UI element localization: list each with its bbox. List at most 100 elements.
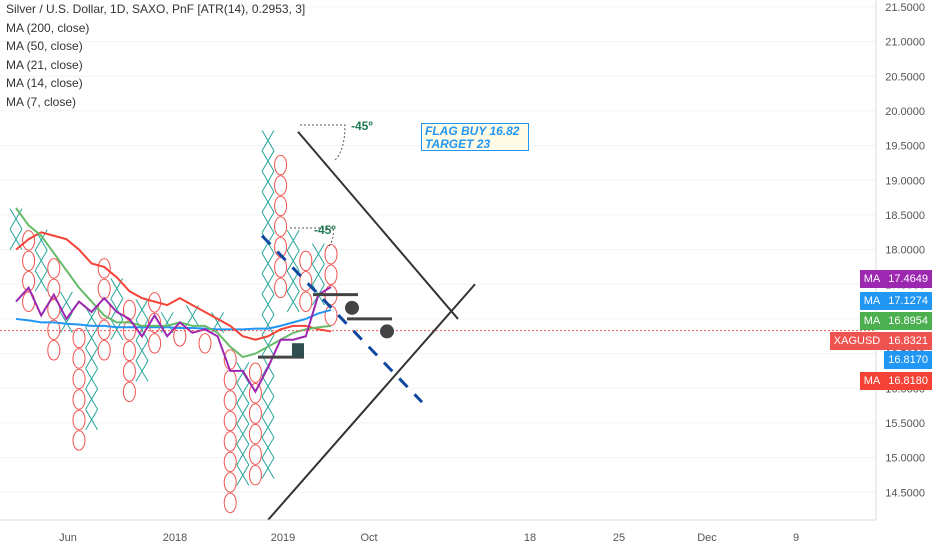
pnf-x-box xyxy=(261,130,275,152)
pnf-o-box xyxy=(122,381,136,403)
pnf-column xyxy=(198,333,212,354)
pnf-o-box xyxy=(274,216,288,237)
x-tick-label: 25 xyxy=(613,532,625,544)
pnf-x-box xyxy=(34,270,48,292)
pnf-x-box xyxy=(236,382,250,404)
trade-annotation[interactable]: FLAG BUY 16.82 TARGET 23 xyxy=(421,123,529,151)
pnf-o-box xyxy=(148,333,162,354)
pnf-o-box xyxy=(299,291,313,313)
pnf-x-box xyxy=(85,368,99,390)
pnf-x-box xyxy=(261,416,275,438)
chart-legend: Silver / U.S. Dollar, 1D, SAXO, PnF [ATR… xyxy=(6,0,305,112)
pnf-x-box xyxy=(34,249,48,271)
pnf-column xyxy=(173,326,187,347)
pnf-o-box xyxy=(47,319,61,341)
pnf-x-box xyxy=(261,437,275,459)
x-tick-label: 2018 xyxy=(163,532,187,544)
pnf-o-box xyxy=(72,368,86,390)
pnf-o-box xyxy=(223,390,237,411)
x-tick-label: 9 xyxy=(793,532,799,544)
pnf-x-box xyxy=(135,319,149,341)
pnf-x-box xyxy=(311,243,325,265)
pnf-o-box xyxy=(223,431,237,452)
pnf-x-box xyxy=(286,291,300,313)
pnf-x-box xyxy=(261,171,275,193)
price-tag-value: 16.8954 xyxy=(888,315,928,327)
pnf-column xyxy=(22,230,36,313)
pnf-o-box xyxy=(22,271,36,292)
pnf-x-box xyxy=(311,263,325,285)
pnf-x-box xyxy=(59,312,73,334)
y-tick-label: 20.0000 xyxy=(885,106,925,118)
trend-line xyxy=(267,283,476,521)
x-tick-label: 2019 xyxy=(271,532,295,544)
flag-marker xyxy=(292,343,304,358)
pnf-o-box xyxy=(122,361,136,382)
pnf-x-box xyxy=(261,293,275,315)
y-tick-label: 20.5000 xyxy=(885,71,925,83)
price-tag: MA 16.8954 xyxy=(859,312,932,330)
angle-label: -45º xyxy=(351,119,373,133)
y-tick-label: 21.0000 xyxy=(885,37,925,49)
pnf-x-box xyxy=(286,250,300,272)
pnf-o-box xyxy=(97,340,111,361)
pnf-x-box xyxy=(135,360,149,382)
price-tag: XAGUSD 16.8321 xyxy=(829,332,932,350)
pnf-column xyxy=(274,154,288,299)
price-tag: 16.8170 xyxy=(884,351,932,369)
pnf-x-box xyxy=(110,298,124,320)
pnf-o-box xyxy=(72,348,86,369)
price-tag-value: 16.8180 xyxy=(888,375,928,387)
price-tag: MA 17.1274 xyxy=(859,292,932,310)
y-tick-label: 18.5000 xyxy=(885,210,925,222)
pnf-o-box xyxy=(47,340,61,361)
pnf-o-box xyxy=(72,389,86,410)
x-tick-label: 18 xyxy=(524,532,536,544)
pnf-x-box xyxy=(261,334,275,356)
pnf-o-box xyxy=(22,230,36,251)
pnf-x-box xyxy=(261,396,275,418)
price-tag-name: MA xyxy=(863,295,881,307)
price-tag-name: MA xyxy=(863,273,881,285)
y-tick-label: 19.0000 xyxy=(885,175,925,187)
pnf-o-box xyxy=(274,154,288,176)
pnf-x-box xyxy=(135,340,149,362)
pnf-x-box xyxy=(236,444,250,466)
angle-label: -45º xyxy=(314,223,336,237)
legend-title: Silver / U.S. Dollar, 1D, SAXO, PnF [ATR… xyxy=(6,2,306,16)
price-tag-value: 17.1274 xyxy=(888,295,928,307)
angle-arc xyxy=(300,124,346,161)
pnf-o-box xyxy=(223,472,237,493)
price-tag: MA 16.8180 xyxy=(859,372,932,390)
pnf-o-box xyxy=(122,340,136,362)
pnf-column xyxy=(261,130,275,479)
pnf-x-box xyxy=(236,403,250,425)
ma-line xyxy=(15,231,332,341)
pnf-x-box xyxy=(261,375,275,397)
pnf-x-box xyxy=(261,150,275,172)
pnf-x-box xyxy=(261,314,275,336)
pnf-o-box xyxy=(72,327,86,349)
pnf-x-box xyxy=(85,327,99,349)
pnf-o-box xyxy=(173,326,187,347)
price-tag-name: MA xyxy=(863,315,881,327)
dashed-trend-line xyxy=(260,234,424,404)
pnf-o-box xyxy=(274,175,288,196)
pnf-x-box xyxy=(261,211,275,233)
price-tag-value: 16.8170 xyxy=(888,354,928,366)
trend-line xyxy=(297,131,459,320)
pnf-column xyxy=(85,306,99,431)
pnf-o-box xyxy=(72,430,86,451)
legend-ma-14: MA (14, close) xyxy=(6,76,83,91)
pnf-column xyxy=(135,299,149,382)
pnf-o-box xyxy=(47,299,61,320)
pnf-o-box xyxy=(324,243,338,265)
pnf-x-box xyxy=(85,388,99,410)
price-tag-value: 17.4649 xyxy=(888,273,928,285)
pnf-o-box xyxy=(223,492,237,514)
pnf-x-box xyxy=(135,299,149,321)
y-tick-label: 18.0000 xyxy=(885,245,925,257)
pnf-o-box xyxy=(274,277,288,299)
price-tag-value: 16.8321 xyxy=(888,335,928,347)
